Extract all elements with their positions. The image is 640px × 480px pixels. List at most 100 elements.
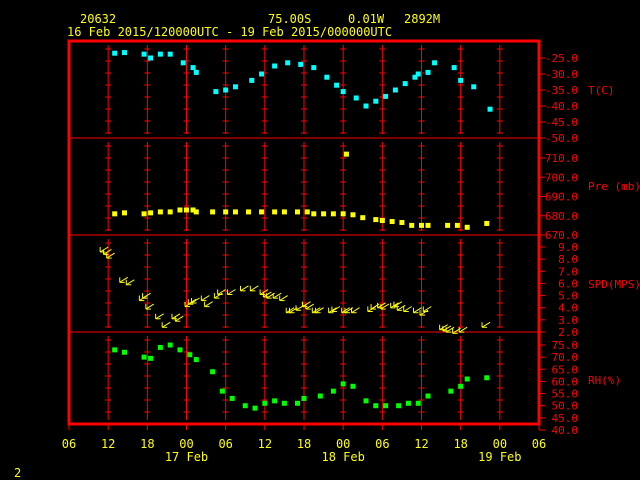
humidity-point: [317, 393, 323, 399]
y-tick-label: 45.0: [552, 412, 579, 425]
humidity-point: [350, 383, 356, 389]
pressure-point: [184, 207, 189, 213]
wind-barb: [377, 302, 386, 309]
pressure-point: [360, 215, 366, 221]
wind-barb: [442, 325, 452, 332]
pressure-point: [167, 209, 173, 215]
day-label: 19 Feb: [478, 450, 521, 464]
panel-label-pressure: Pre (mb): [588, 180, 640, 193]
humidity-point: [458, 383, 464, 389]
humidity-point: [242, 403, 248, 409]
temperature-point: [451, 65, 457, 71]
pressure-point: [141, 211, 147, 217]
humidity-point: [330, 388, 336, 394]
humidity-point: [396, 403, 402, 409]
x-tick-label: 06: [62, 437, 76, 451]
temperature-point: [232, 84, 238, 90]
temperature-point: [487, 106, 493, 112]
y-tick-label: 680.0: [545, 210, 578, 223]
y-tick-label: -25.0: [545, 52, 578, 65]
temperature-point: [458, 77, 464, 83]
wind-barb: [315, 307, 324, 314]
wind-barb: [213, 292, 223, 299]
y-tick-label: 710.0: [545, 152, 578, 165]
pressure-point: [210, 209, 216, 215]
wind-barb: [262, 291, 272, 298]
humidity-point: [415, 400, 421, 406]
humidity-point: [425, 393, 431, 399]
y-tick-label: 670.0: [545, 229, 578, 242]
wind-barb: [240, 285, 249, 292]
wind-barb: [187, 298, 197, 305]
humidity-point: [301, 395, 307, 401]
wind-barb: [226, 289, 236, 295]
day-label: 18 Feb: [321, 450, 364, 464]
wind-barb: [119, 276, 129, 283]
wind-barb: [155, 313, 164, 320]
time-period: 16 Feb 2015/120000UTC - 19 Feb 2015/0000…: [67, 25, 393, 39]
y-tick-label: 4.0: [558, 302, 578, 315]
day-label: 17 Feb: [165, 450, 208, 464]
x-tick-label: 18: [140, 437, 154, 451]
temperature-point: [311, 65, 317, 71]
x-tick-label: 00: [493, 437, 507, 451]
y-tick-label: 6.0: [558, 277, 578, 290]
wind-barb: [142, 292, 151, 299]
pressure-point: [409, 222, 415, 228]
humidity-point: [484, 375, 490, 381]
x-tick-label: 12: [101, 437, 115, 451]
y-tick-label: 2.0: [558, 326, 578, 339]
humidity-point: [148, 355, 154, 361]
pressure-point: [464, 224, 470, 230]
y-tick-label: -35.0: [545, 84, 578, 97]
pressure-point: [343, 151, 349, 157]
panel-label-humidity: RH(%): [588, 374, 621, 387]
temperature-point: [363, 103, 369, 109]
pressure-point: [311, 211, 317, 217]
y-tick-label: -45.0: [545, 116, 578, 129]
wind-barb: [161, 321, 171, 328]
panel-label-wind: SPD(MPS): [588, 278, 640, 291]
wind-barb: [390, 302, 399, 309]
page-number: 2: [14, 466, 22, 480]
wind-barb: [272, 292, 282, 299]
temperature-point: [402, 81, 408, 87]
y-tick-label: -40.0: [545, 100, 578, 113]
wind-barb: [279, 295, 288, 302]
wind-barb: [217, 289, 226, 295]
y-tick-label: 40.0: [552, 424, 579, 437]
humidity-point: [210, 369, 216, 375]
y-tick-label: 5.0: [558, 290, 578, 303]
pressure-point: [419, 222, 424, 228]
humidity-point: [363, 398, 369, 404]
wind-barb: [145, 303, 155, 310]
y-tick-label: 60.0: [552, 375, 579, 388]
y-tick-label: 3.0: [558, 314, 578, 327]
wind-barb: [422, 306, 432, 312]
y-tick-label: 8.0: [558, 253, 578, 266]
wind-barb: [191, 297, 200, 304]
temperature-point: [383, 93, 389, 99]
wind-barb: [396, 304, 406, 311]
pressure-point: [157, 209, 163, 215]
x-tick-label: 06: [532, 437, 546, 451]
humidity-point: [405, 400, 411, 406]
humidity-point: [383, 403, 389, 409]
wind-barb: [419, 309, 429, 316]
temperature-point: [285, 60, 291, 66]
pressure-point: [112, 211, 118, 217]
panel-label-temperature: T(C): [588, 84, 615, 97]
pressure-point: [484, 220, 490, 226]
wind-barb: [99, 246, 109, 253]
temperature-point: [112, 50, 118, 56]
pressure-point: [177, 207, 183, 213]
temperature-point: [412, 74, 418, 80]
humidity-point: [187, 352, 193, 358]
x-tick-label: 12: [258, 437, 272, 451]
temperature-point: [324, 74, 330, 80]
temperature-point: [213, 89, 219, 95]
wind-barb: [249, 285, 259, 292]
wind-barb: [393, 301, 403, 308]
pressure-point: [232, 209, 238, 215]
